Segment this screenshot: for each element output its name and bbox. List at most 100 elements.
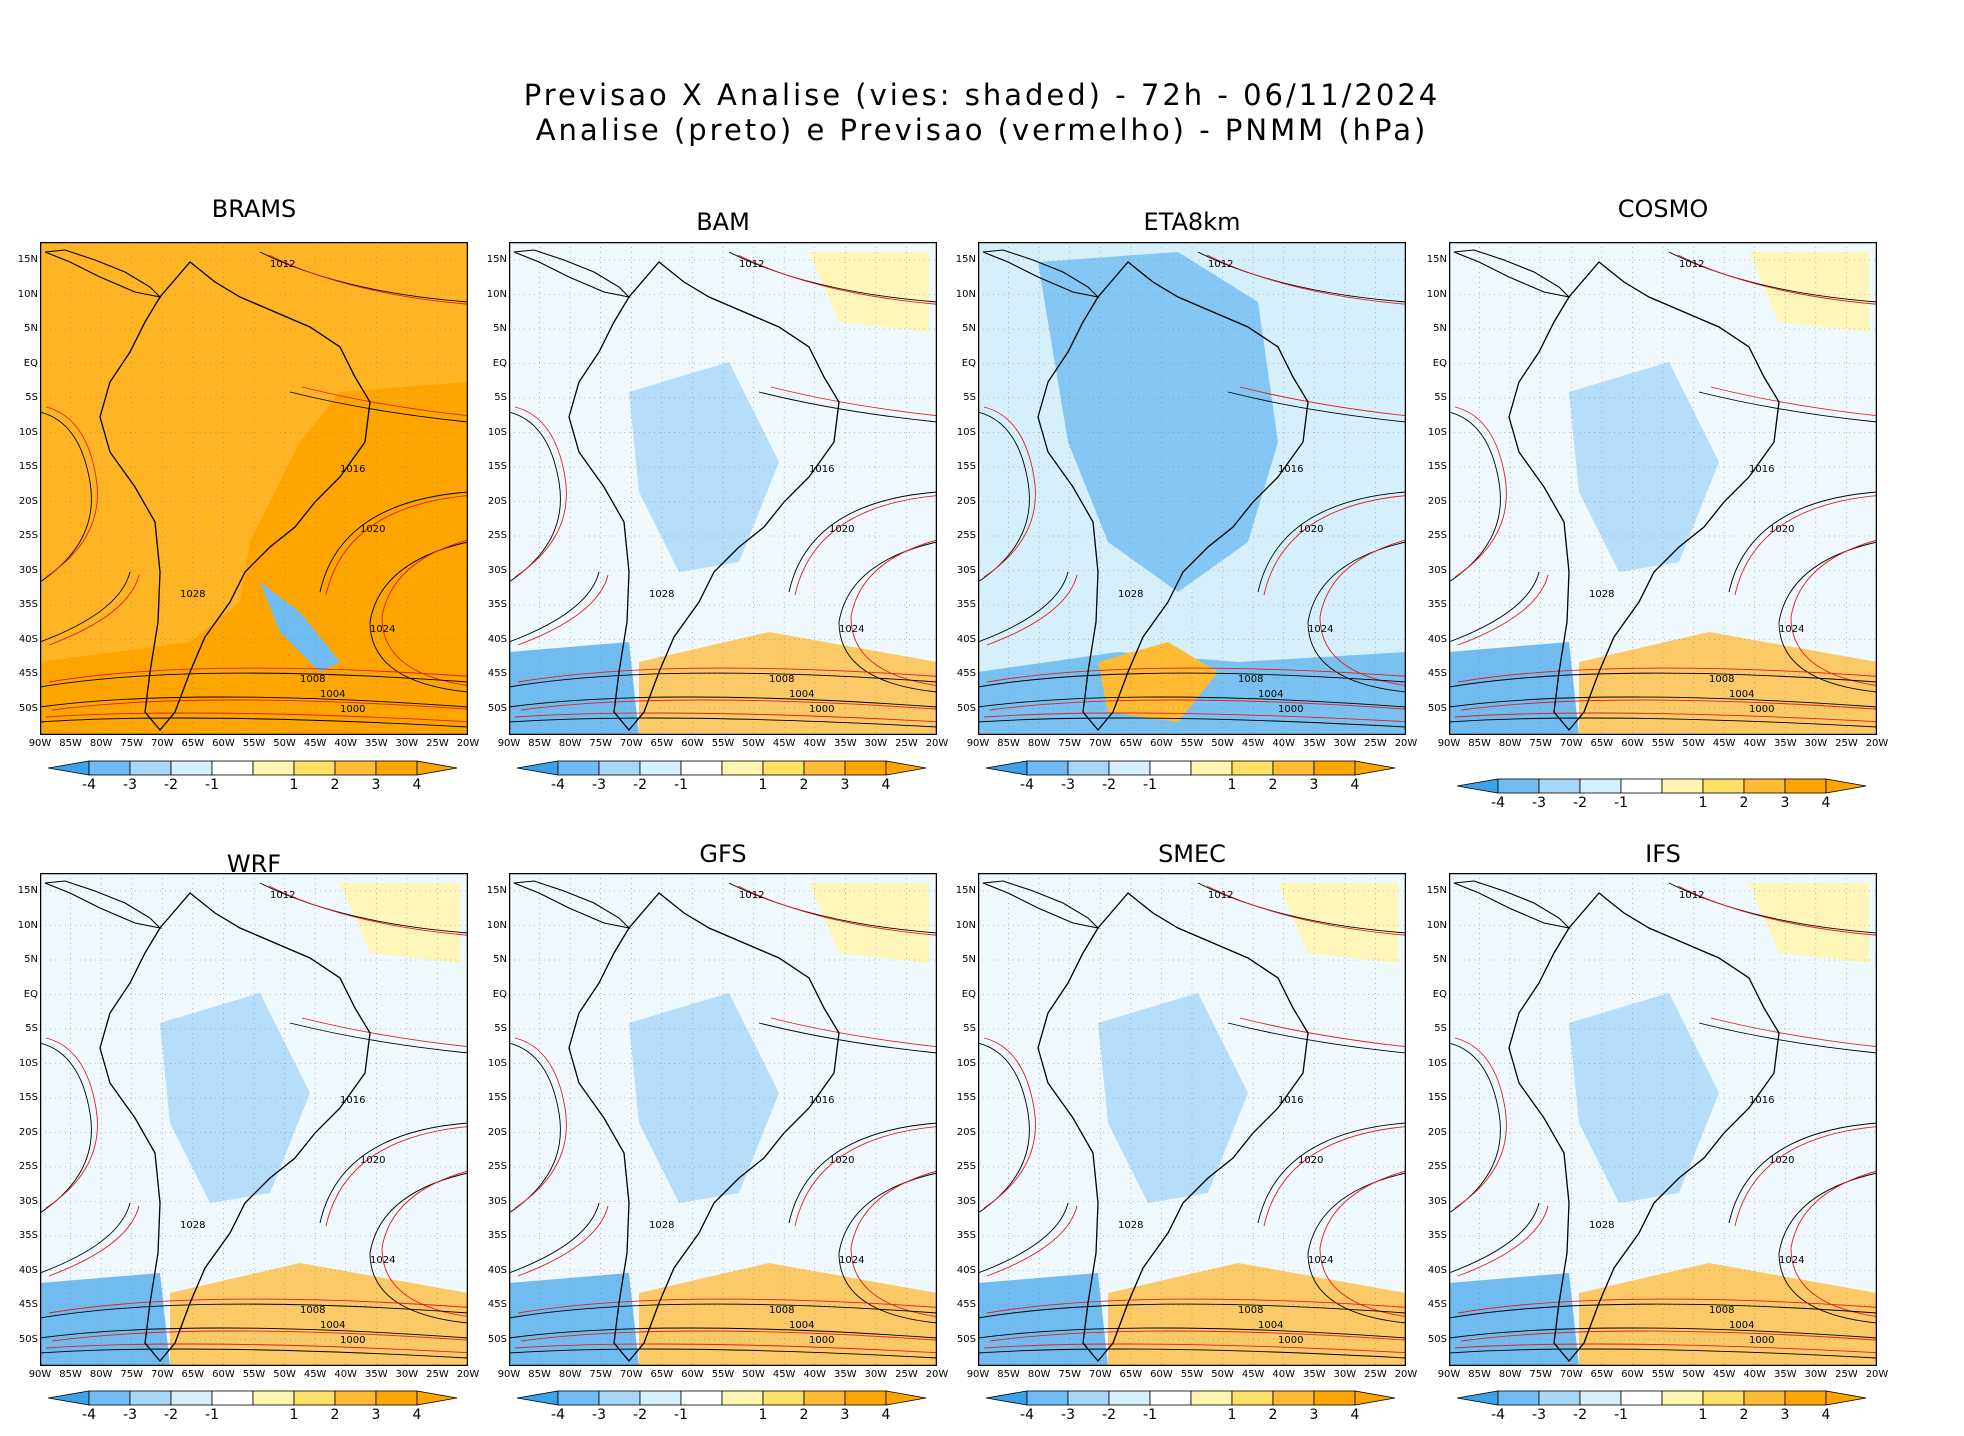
lon-tick-label: 60W	[212, 738, 235, 749]
lat-tick-label: EQ	[961, 357, 976, 369]
lon-tick-label: 35W	[833, 1369, 857, 1380]
lon-tick-label: 25W	[895, 738, 918, 749]
colorbar-tick-label: 4	[881, 777, 891, 793]
lat-tick-label: 35S	[956, 1230, 976, 1241]
lon-tick-label: 55W	[1180, 1369, 1204, 1380]
lon-tick-label: 55W	[1651, 738, 1675, 749]
lon-tick-label: 30W	[395, 1369, 419, 1380]
lon-tick-label: 65W	[650, 738, 674, 749]
colorbar-tick-label: 4	[881, 1407, 891, 1423]
lon-tick-label: 70W	[1088, 738, 1112, 749]
lon-tick-label: 35W	[1302, 1369, 1326, 1380]
lat-tick-label: 10S	[956, 1057, 976, 1069]
lat-tick-label: 20S	[1427, 495, 1447, 507]
lon-tick-label: 50W	[1211, 738, 1234, 749]
colorbar-tick-label: -2	[164, 777, 178, 793]
lon-tick-label: 35W	[1773, 738, 1797, 749]
lat-tick-label: 15N	[17, 885, 38, 896]
lon-tick-label: 20W	[925, 1369, 949, 1380]
lat-tick-label: EQ	[1432, 988, 1447, 1000]
isobar-label: 1000	[809, 1335, 834, 1346]
lat-tick-label: 35S	[956, 599, 976, 610]
lon-tick-label: 75W	[1529, 738, 1553, 749]
lat-tick-label: 10S	[487, 426, 507, 438]
colorbar-tick-label: -1	[205, 1407, 219, 1423]
lon-tick-label: 30W	[1333, 1369, 1357, 1380]
lat-tick-label: 25S	[1427, 1161, 1447, 1172]
colorbar-tick-label: -1	[674, 1407, 688, 1423]
lon-tick-label: 75W	[589, 738, 613, 749]
lon-tick-label: 85W	[1468, 1369, 1491, 1380]
lat-tick-label: 30S	[18, 564, 38, 576]
lat-tick-label: 15S	[487, 1092, 507, 1103]
colorbar-tick-label: -1	[1614, 1407, 1628, 1423]
lat-tick-label: 15S	[1427, 1092, 1447, 1103]
lon-tick-label: 75W	[589, 1369, 613, 1380]
figure-title-line2: Analise (preto) e Previsao (vermelho) - …	[535, 113, 1429, 147]
lat-tick-label: 40S	[18, 1264, 38, 1276]
lon-tick-label: 55W	[711, 738, 735, 749]
lat-tick-label: 5N	[24, 954, 38, 965]
map-panel-eta8km: 1000 1004 1008 1012 1016 1020 1024 1028	[978, 242, 1406, 735]
lon-tick-label: 80W	[558, 1369, 582, 1380]
lon-tick-label: 75W	[120, 1369, 144, 1380]
lat-tick-label: 15S	[956, 461, 976, 472]
isobar-label: 1016	[340, 464, 365, 475]
colorbar-tick-label: 3	[1309, 1407, 1319, 1423]
lon-tick-label: 25W	[1835, 1369, 1858, 1380]
lon-tick-label: 20W	[925, 738, 949, 749]
panel-title-brams: BRAMS	[211, 195, 297, 223]
lat-tick-label: 5S	[963, 392, 976, 403]
lon-tick-label: 90W	[28, 1369, 52, 1380]
lat-tick-label: 50S	[1427, 702, 1447, 714]
lat-tick-label: 25S	[956, 1161, 976, 1172]
lat-tick-label: 45S	[1427, 1299, 1447, 1310]
lon-tick-label: 60W	[1621, 1369, 1644, 1380]
south-america-outline	[1508, 261, 1780, 732]
isobar-label: 1020	[1298, 1155, 1323, 1166]
colorbar-gfs: -4 -3 -2 -1 1 2 3 4	[517, 1390, 927, 1434]
lon-tick-label: 25W	[426, 738, 449, 749]
lat-tick-label: 20S	[1427, 1126, 1447, 1138]
lon-tick-label: 70W	[1559, 1369, 1583, 1380]
colorbar-tick-label: 1	[1698, 1407, 1708, 1423]
colorbar-tick-label: -1	[1143, 777, 1157, 793]
lat-tick-label: 20S	[487, 495, 507, 507]
isobar-label: 1012	[270, 890, 295, 901]
panel-title-smec: SMEC	[1158, 840, 1226, 868]
lat-tick-label: EQ	[492, 988, 507, 1000]
isobar-label: 1000	[1278, 1335, 1303, 1346]
isobar-label: 1024	[1779, 1255, 1804, 1266]
isobar-label: 1008	[1709, 674, 1734, 685]
lon-tick-label: 50W	[273, 738, 296, 749]
isobar-label: 1028	[180, 1220, 205, 1231]
colorbar-tick-label: -2	[633, 777, 647, 793]
lon-tick-label: 20W	[1865, 738, 1889, 749]
colorbar-tick-label: -3	[1061, 777, 1075, 793]
lon-tick-label: 25W	[1364, 738, 1387, 749]
lat-tick-label: 15N	[1426, 885, 1447, 896]
colorbar-tick-label: -1	[205, 777, 219, 793]
colorbar-tick-label: -2	[1573, 795, 1587, 811]
isobar-label: 1028	[1118, 589, 1143, 600]
lon-tick-label: 75W	[1058, 1369, 1082, 1380]
lat-tick-label: 35S	[18, 599, 38, 610]
isobar-label: 1024	[839, 1255, 864, 1266]
colorbar-ifs: -4 -3 -2 -1 1 2 3 4	[1457, 1390, 1867, 1434]
colorbar-tick-label: 1	[758, 1407, 768, 1423]
lat-tick-label: 10S	[18, 1057, 38, 1069]
lat-tick-label: 30S	[1427, 564, 1447, 576]
lon-tick-label: 55W	[1651, 1369, 1675, 1380]
lat-tick-label: 10S	[487, 1057, 507, 1069]
lon-tick-label: 70W	[619, 1369, 643, 1380]
lat-tick-label: 25S	[18, 530, 38, 541]
lon-tick-label: 40W	[334, 738, 358, 749]
lat-tick-label: 5N	[1433, 323, 1447, 334]
lon-tick-label: 65W	[1119, 738, 1143, 749]
colorbar-tick-label: 3	[371, 1407, 381, 1423]
lat-tick-label: 5S	[494, 392, 507, 403]
isobar-label: 1012	[270, 259, 295, 270]
lon-tick-label: 20W	[1394, 1369, 1418, 1380]
lat-tick-label: EQ	[961, 988, 976, 1000]
lat-tick-label: 40S	[18, 633, 38, 645]
